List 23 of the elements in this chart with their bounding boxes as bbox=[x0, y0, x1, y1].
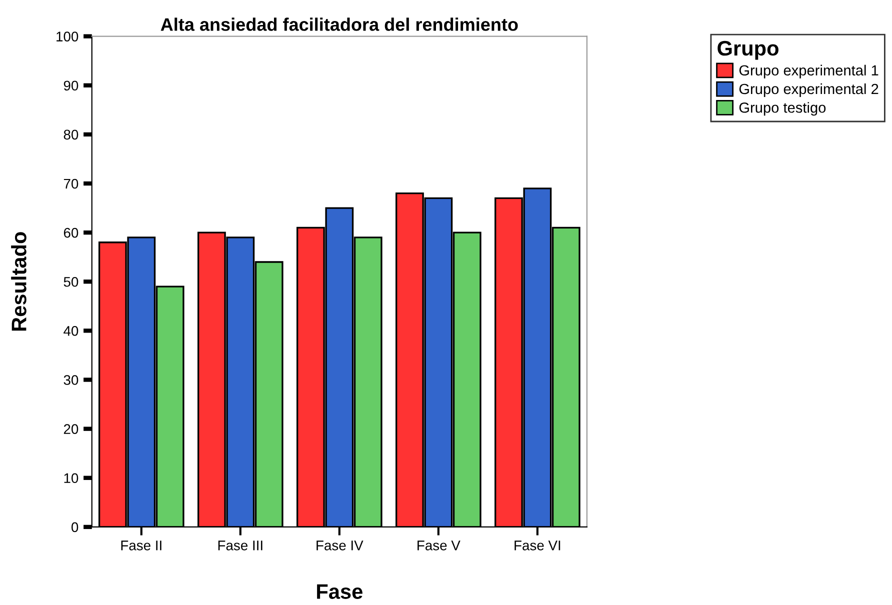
y-tick-label: 90 bbox=[64, 80, 78, 91]
y-tick-label: 20 bbox=[64, 424, 78, 434]
x-tick-label: Fase IV bbox=[316, 540, 364, 550]
x-tick-label: Fase III bbox=[218, 540, 262, 550]
y-tick-label: 0 bbox=[72, 522, 78, 532]
y-tick-label: 10 bbox=[64, 473, 78, 484]
legend-label: Grupo experimental 1 bbox=[739, 64, 878, 78]
x-axis-title: Fase bbox=[317, 584, 362, 599]
y-tick-label: 60 bbox=[64, 228, 78, 238]
y-tick-label: 100 bbox=[56, 32, 78, 42]
legend-title: Grupo bbox=[718, 40, 778, 60]
y-tick-label: 30 bbox=[64, 375, 78, 385]
legend-label: Grupo testigo bbox=[739, 102, 826, 116]
x-tick-label: Fase II bbox=[121, 540, 162, 550]
y-axis-title: Resultado bbox=[11, 232, 26, 331]
y-tick-label: 50 bbox=[64, 276, 78, 287]
y-tick-label: 80 bbox=[64, 130, 78, 140]
y-tick-label: 70 bbox=[64, 178, 78, 189]
chart-title: Alta ansiedad facilitadora del rendimiento bbox=[160, 18, 518, 31]
x-tick-label: Fase V bbox=[418, 540, 460, 550]
legend-label: Grupo experimental 2 bbox=[739, 83, 878, 98]
y-tick-label: 40 bbox=[64, 326, 78, 336]
x-tick-label: Fase VI bbox=[514, 540, 560, 550]
